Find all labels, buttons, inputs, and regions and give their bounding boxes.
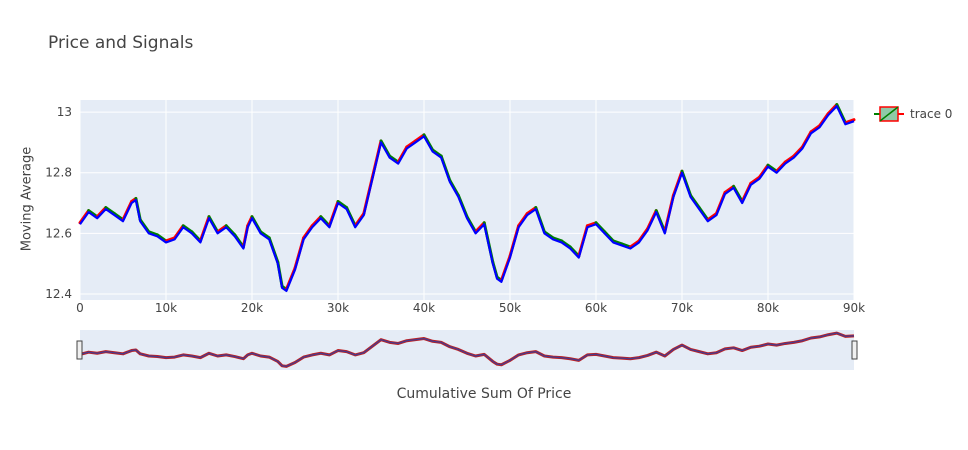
y-axis-ticks: 12.4 12.6 12.8 13: [45, 105, 72, 301]
series-segment: [147, 230, 159, 237]
series-segment: [706, 212, 718, 222]
rangeslider-left-handle[interactable]: [76, 340, 83, 360]
series-segment: [551, 236, 564, 243]
series-segment: [585, 221, 598, 228]
series-segment: [112, 212, 125, 222]
series-segment: [388, 154, 400, 164]
legend-swatch-icon: [874, 106, 904, 122]
series-segment: [628, 239, 641, 249]
chart-title: Price and Signals: [48, 33, 194, 53]
y-tick-label: 12.4: [45, 287, 72, 301]
series-segment: [405, 139, 417, 149]
y-tick-label: 13: [57, 105, 72, 119]
rangeslider-right-handle[interactable]: [851, 340, 858, 360]
series-segment: [431, 148, 443, 158]
y-tick-label: 12.6: [45, 226, 72, 240]
y-tick-label: 12.8: [45, 166, 72, 180]
grid: [79, 100, 855, 300]
series-segment: [542, 230, 555, 240]
series-segment: [560, 239, 572, 249]
series-segment: [216, 224, 228, 234]
series-segment: [620, 242, 632, 249]
rangeslider-series: [79, 331, 855, 368]
series-segment: [155, 233, 168, 243]
legend[interactable]: trace 0: [874, 105, 952, 123]
series-segment: [413, 133, 426, 143]
series-segment: [783, 154, 796, 164]
x-tick-label: 70k: [671, 301, 693, 315]
series-segment: [259, 230, 271, 240]
x-tick-label: 40k: [413, 301, 435, 315]
series-segment: [809, 124, 822, 134]
x-tick-label: 90k: [843, 301, 865, 315]
series-segment: [525, 206, 538, 216]
series-segment: [164, 236, 177, 243]
x-tick-label: 20k: [241, 301, 263, 315]
series-segment: [611, 239, 624, 246]
legend-entry-label: trace 0: [910, 107, 953, 121]
series-segment: [766, 163, 779, 173]
x-axis-ticks: 0 10k 20k 30k 40k 50k 60k 70k 80k 90k: [76, 301, 865, 315]
x-tick-label: 60k: [585, 301, 607, 315]
series-segment: [723, 184, 736, 194]
plot-background: [80, 100, 854, 300]
main-series: [78, 103, 856, 293]
series-segment: [336, 200, 349, 210]
series-segment: [87, 209, 99, 219]
x-tick-label: 30k: [327, 301, 349, 315]
series-segment: [843, 118, 856, 125]
series-segment: [104, 206, 116, 216]
series-line: [79, 104, 855, 293]
x-tick-label: 0: [76, 301, 84, 315]
series-segment: [749, 175, 761, 185]
series-segment: [181, 224, 194, 234]
slider-series-line: [79, 332, 855, 368]
x-tick-label: 80k: [757, 301, 779, 315]
x-axis-label: Cumulative Sum Of Price: [396, 386, 572, 402]
x-tick-label: 50k: [499, 301, 521, 315]
x-tick-label: 10k: [155, 301, 177, 315]
